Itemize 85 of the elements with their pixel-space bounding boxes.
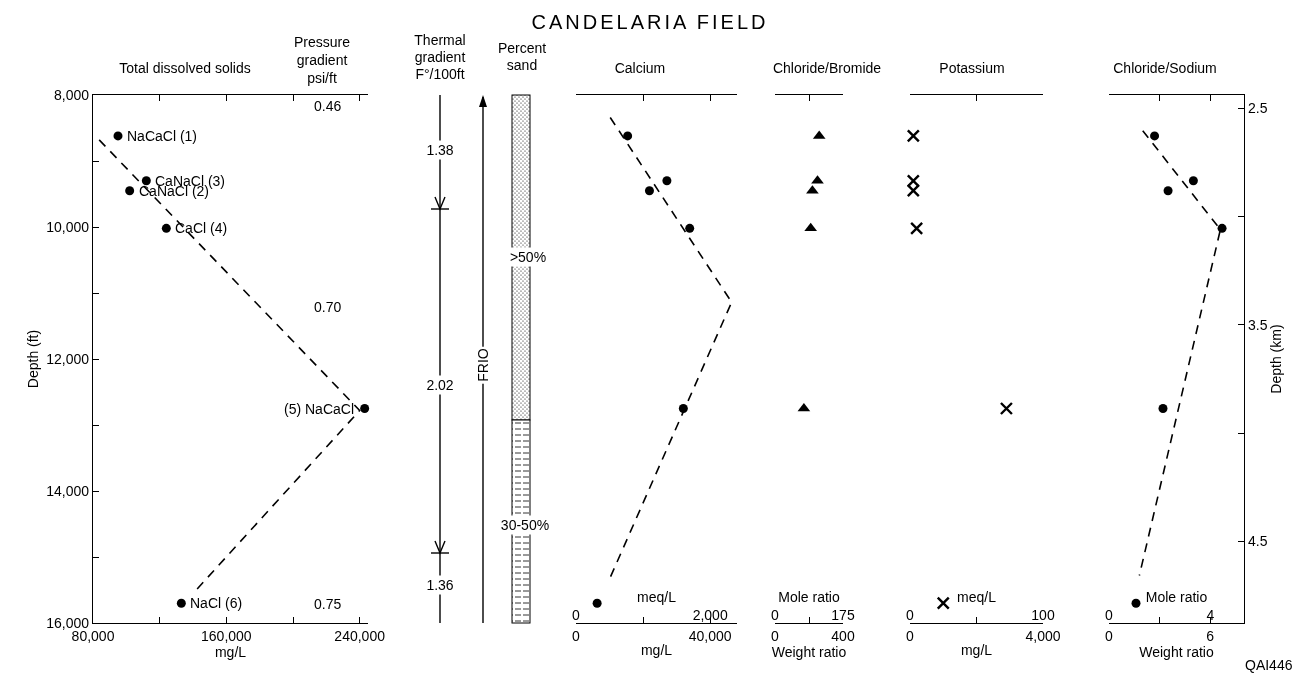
x2-tick-label: 0 bbox=[1105, 607, 1114, 624]
point bbox=[176, 598, 186, 608]
text: 30-50% bbox=[498, 515, 552, 535]
point bbox=[1188, 176, 1198, 186]
point bbox=[662, 176, 672, 186]
point bbox=[906, 129, 921, 143]
x-tick-label: 240,000 bbox=[334, 628, 386, 644]
text: FRIO bbox=[473, 346, 493, 384]
point bbox=[804, 222, 818, 232]
point bbox=[1217, 223, 1227, 233]
x2-axis-title: meq/L bbox=[637, 588, 677, 605]
text: Pressure gradient psi/ft bbox=[294, 34, 351, 87]
annotation: CaCl (4) bbox=[175, 220, 228, 236]
x-tick-label: 0 bbox=[572, 628, 581, 644]
point bbox=[909, 221, 924, 236]
chart-title: Calcium bbox=[614, 59, 666, 76]
text: 1.38 bbox=[424, 140, 456, 160]
point bbox=[936, 596, 950, 610]
text: >50% bbox=[507, 247, 549, 267]
point bbox=[113, 131, 123, 141]
text: QAI446 bbox=[1245, 657, 1293, 673]
chart-title: Potassium bbox=[939, 59, 1005, 76]
y-tick-label: 16,000 bbox=[46, 614, 90, 631]
x-tick-label: 400 bbox=[831, 628, 855, 644]
x2-tick-label: 0 bbox=[572, 607, 581, 624]
point bbox=[999, 401, 1014, 416]
x-axis-title: mg/L bbox=[960, 642, 993, 659]
x-tick-label: 0 bbox=[771, 628, 780, 644]
x2-tick-label: 4 bbox=[1206, 607, 1215, 624]
x-tick-label: 80,000 bbox=[71, 628, 115, 644]
x-tick-label: 40,000 bbox=[688, 628, 732, 644]
x2-axis-title: Mole ratio bbox=[778, 588, 840, 605]
annotation: (5) NaCaCl bbox=[284, 401, 355, 417]
point bbox=[906, 174, 921, 188]
y-tick-label: 12,000 bbox=[46, 350, 90, 367]
x-tick-label: 4,000 bbox=[1025, 628, 1061, 644]
x-tick-label: 0 bbox=[1105, 628, 1114, 644]
text: Thermal gradient F°/100ft bbox=[412, 30, 468, 84]
x2-tick-label: 0 bbox=[906, 607, 915, 624]
chart-title: Total dissolved solids bbox=[119, 59, 251, 76]
text: 1.36 bbox=[424, 575, 456, 595]
point bbox=[623, 131, 633, 141]
annotation: NaCaCl (1) bbox=[127, 128, 198, 144]
x-tick-label: 6 bbox=[1206, 628, 1215, 644]
x-axis-title: mg/L bbox=[640, 642, 673, 659]
x2-tick-label: 2,000 bbox=[692, 607, 728, 624]
x-tick-label: 160,000 bbox=[201, 628, 252, 644]
x-axis-title: mg/L bbox=[214, 644, 247, 660]
y2-tick-label: 4.5 bbox=[1248, 533, 1268, 550]
text: CANDELARIA FIELD bbox=[531, 10, 769, 33]
y2-tick-label: 2.5 bbox=[1248, 100, 1268, 117]
x2-axis-title: Mole ratio bbox=[1145, 588, 1208, 605]
x2-tick-label: 0 bbox=[771, 607, 780, 624]
point bbox=[141, 176, 151, 186]
point bbox=[1150, 131, 1160, 141]
text: Percent sand bbox=[495, 39, 549, 75]
x2-axis-title: meq/L bbox=[957, 588, 997, 605]
chart-title: Chloride/Sodium bbox=[1113, 59, 1217, 76]
annotation: 0.46 bbox=[314, 98, 342, 114]
y-tick-label: 14,000 bbox=[46, 482, 90, 499]
chart-title: Chloride/Bromide bbox=[772, 59, 882, 76]
y-tick-label: 10,000 bbox=[46, 218, 90, 235]
annotation: 0.70 bbox=[314, 299, 342, 315]
x-axis-title: Weight ratio bbox=[1139, 644, 1214, 660]
x2-tick-label: 175 bbox=[831, 607, 855, 624]
x2-tick-label: 100 bbox=[1031, 607, 1055, 624]
point bbox=[685, 223, 695, 233]
y2-tick-label: 3.5 bbox=[1248, 316, 1268, 333]
x-tick-label: 0 bbox=[906, 628, 915, 644]
point bbox=[1163, 186, 1173, 196]
point bbox=[592, 598, 602, 608]
point bbox=[1158, 404, 1168, 413]
point bbox=[906, 184, 921, 198]
x-axis-title: Weight ratio bbox=[771, 644, 847, 660]
y-tick-label: 8,000 bbox=[53, 86, 90, 103]
point bbox=[161, 223, 171, 233]
y2-axis-title: Depth (km) bbox=[1267, 324, 1284, 394]
point bbox=[125, 186, 135, 196]
point bbox=[360, 404, 370, 413]
annotation: 0.75 bbox=[314, 596, 342, 612]
annotation: NaCl (6) bbox=[190, 595, 243, 611]
text: 2.02 bbox=[424, 375, 456, 395]
point bbox=[1131, 598, 1141, 608]
point bbox=[644, 186, 654, 196]
y-axis-title: Depth (ft) bbox=[24, 329, 41, 389]
